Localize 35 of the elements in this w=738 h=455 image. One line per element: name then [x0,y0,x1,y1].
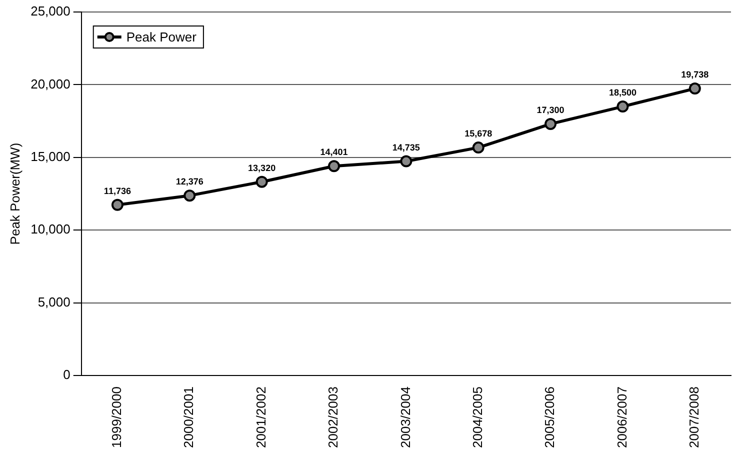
y-tick-label: 0 [63,367,70,382]
data-label: 19,738 [681,70,709,80]
y-tick-label: 20,000 [30,76,70,92]
point [184,190,196,202]
x-tick-label: 2005/2006 [542,386,558,448]
point [688,82,701,95]
y-tick-label: 5,000 [38,294,70,310]
x-tick-label: 2000/2001 [181,386,196,448]
data-label: 18,500 [608,88,636,98]
point [472,142,484,154]
point [256,176,268,188]
data-label: 17,300 [536,104,564,115]
legend-label: Peak Power [126,30,198,45]
x-tick-label: 2004/2005 [470,386,485,448]
point [400,155,412,168]
point [328,160,340,172]
data-label: 15,678 [464,128,492,139]
point [544,118,557,130]
x-tick-label: 2006/2007 [614,386,630,448]
y-axis-title: Peak Power(MW) [7,142,22,245]
x-tick-label: 2001/2002 [253,386,268,448]
x-tick-label: 1999/2000 [109,386,124,448]
x-tick-label: 2007/2008 [686,386,702,448]
data-label: 11,736 [104,186,131,196]
y-tick-label: 25,000 [30,4,70,19]
y-tick-label: 10,000 [30,222,70,237]
y-tick-label: 15,000 [30,148,70,164]
x-tick-label: 2002/2003 [326,386,341,448]
x-tick-label: 2003/2004 [398,386,413,448]
point [111,198,124,211]
data-label: 14,735 [392,142,420,152]
data-label: 14,401 [320,147,348,158]
data-label: 13,320 [248,162,276,173]
point [616,100,629,113]
data-label: 12,376 [176,176,204,187]
